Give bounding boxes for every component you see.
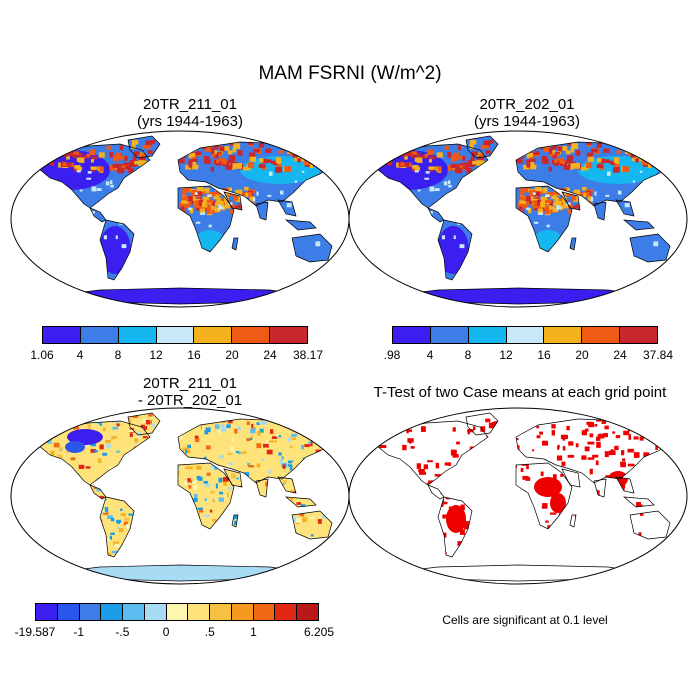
colorbar-swatch <box>393 327 431 343</box>
colorbar-tick-label: 6.205 <box>303 625 335 639</box>
colorbar-swatch <box>43 327 81 343</box>
panel-title-line2: (yrs 1944-1963) <box>137 113 243 130</box>
significance-note: Cells are significant at 0.1 level <box>442 613 608 627</box>
colorbar-tick-label: 38.17 <box>292 348 324 362</box>
colorbar-swatch <box>118 327 157 343</box>
colorbar-tick-label: 12 <box>499 348 513 362</box>
colorbar-tick-label: 0 <box>162 625 170 639</box>
colorbar-tick-label: 16 <box>537 348 551 362</box>
colorbar-tick-label: -1 <box>73 625 85 639</box>
panel-title-line1: 20TR_211_01 <box>143 375 237 392</box>
colorbar-swatch <box>275 604 298 620</box>
colorbar-swatch <box>80 327 119 343</box>
panel-title-line1: T-Test of two Case means at each grid po… <box>373 384 667 401</box>
colorbar-swatch <box>468 327 507 343</box>
colorbar-swatch <box>36 604 58 620</box>
colorbar-swatch <box>582 327 621 343</box>
colorbar-swatch <box>544 327 583 343</box>
panel-title-line1: 20TR_202_01 <box>479 96 575 113</box>
colorbar-bottom-left: -19.587 -1 -.5 0 .5 1 6.205 <box>15 603 334 641</box>
colorbar-swatch <box>231 604 254 620</box>
colorbar-swatch <box>430 327 469 343</box>
colorbar-swatch <box>79 604 102 620</box>
colorbar-tick-label: -19.587 <box>14 625 56 639</box>
panel-title-top-left: 20TR_211_01 (yrs 1944-1963) <box>35 96 345 130</box>
colorbar-swatch <box>253 604 276 620</box>
colorbar-tick-label: 20 <box>225 348 239 362</box>
panel-title-bottom-left: 20TR_211_01 - 20TR_202_01 <box>35 375 345 409</box>
panel-title-line1: 20TR_211_01 <box>143 96 237 113</box>
colorbar-swatch <box>194 327 233 343</box>
colorbar-swatch <box>144 604 167 620</box>
colorbar-swatch <box>270 327 308 343</box>
main-title: MAM FSRNI (W/m^2) <box>258 63 442 84</box>
colorbar-tick-label: 1.06 <box>30 348 54 362</box>
colorbar-swatch <box>232 327 271 343</box>
panel-title-line2: - 20TR_202_01 <box>137 392 243 409</box>
colorbar-tick-label: 4 <box>76 348 84 362</box>
colorbar-swatch <box>297 604 318 620</box>
colorbar-tick-label: 37.84 <box>642 348 674 362</box>
map-panel-top-left <box>10 130 350 308</box>
colorbar-tick-label: 4 <box>426 348 434 362</box>
colorbar-tick-label: -.5 <box>115 625 130 639</box>
colorbar-swatch <box>506 327 545 343</box>
colorbar-swatch <box>620 327 658 343</box>
colorbar-tick-label: 12 <box>149 348 163 362</box>
panel-title-line2: (yrs 1944-1963) <box>474 113 580 130</box>
map-panel-bottom-right <box>348 407 688 585</box>
colorbar-tick-label: 8 <box>464 348 472 362</box>
colorbar-tick-label: 8 <box>114 348 122 362</box>
colorbar-swatch <box>123 604 145 620</box>
colorbar-tick-label: 16 <box>187 348 201 362</box>
colorbar-tick-label: 1 <box>250 625 257 639</box>
panel-title-top-right: 20TR_202_01 (yrs 1944-1963) <box>372 96 682 130</box>
colorbar-swatch <box>188 604 211 620</box>
colorbar-tick-label: .98 <box>383 348 401 362</box>
colorbar-tick-label: 24 <box>263 348 277 362</box>
colorbar-swatch <box>57 604 80 620</box>
map-panel-top-right <box>348 130 688 308</box>
map-panel-bottom-left <box>10 407 350 585</box>
colorbar-swatch <box>156 327 195 343</box>
colorbar-tick-label: 20 <box>575 348 589 362</box>
colorbar-swatch <box>210 604 232 620</box>
colorbar-top-left: 1.06 4 8 12 16 20 24 38.17 <box>30 326 323 364</box>
colorbar-top-right: .98 4 8 12 16 20 24 37.84 <box>384 326 673 364</box>
colorbar-tick-label: .5 <box>204 625 215 639</box>
colorbar-tick-label: 24 <box>613 348 627 362</box>
colorbar-swatch <box>166 604 189 620</box>
panel-title-bottom-right: T-Test of two Case means at each grid po… <box>345 384 695 401</box>
colorbar-swatch <box>101 604 124 620</box>
